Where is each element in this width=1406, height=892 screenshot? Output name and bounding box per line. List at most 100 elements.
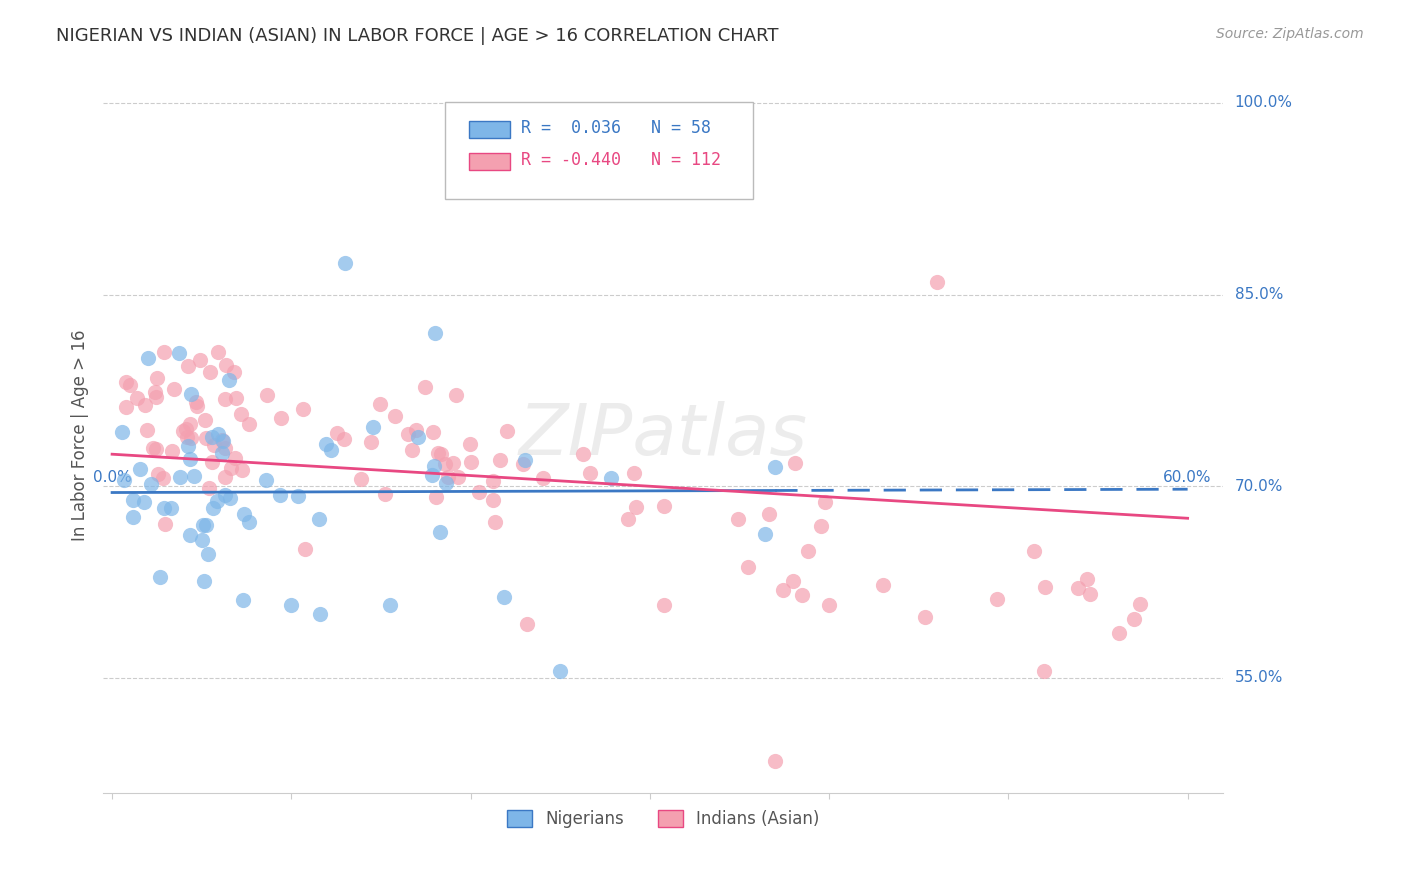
Point (232, 593, 254, 607)
Point (179, 452, 201, 467)
Point (219, 461, 242, 475)
Point (176, 430, 198, 444)
Point (872, 577, 894, 591)
Point (1033, 665, 1056, 679)
Point (180, 387, 202, 401)
Point (513, 452, 536, 467)
Point (986, 592, 1008, 607)
Point (512, 457, 534, 471)
Point (254, 474, 277, 488)
Point (211, 446, 233, 460)
Point (516, 616, 538, 631)
Point (163, 382, 186, 396)
Point (115, 376, 138, 390)
Point (616, 512, 638, 526)
Point (218, 373, 240, 387)
Point (179, 528, 201, 542)
Point (195, 518, 218, 533)
Point (214, 442, 236, 456)
Point (434, 476, 457, 491)
Point (437, 470, 460, 484)
Point (494, 590, 516, 604)
Point (201, 430, 224, 444)
Point (207, 426, 229, 441)
Point (198, 365, 221, 379)
Point (384, 409, 406, 423)
Point (481, 493, 503, 508)
Point (201, 455, 224, 469)
Point (481, 474, 503, 488)
Point (142, 441, 165, 455)
Point (160, 444, 183, 458)
Point (489, 452, 512, 467)
Point (1078, 587, 1101, 601)
Point (202, 500, 225, 515)
Point (315, 437, 337, 451)
Point (177, 359, 200, 374)
Point (194, 412, 217, 426)
Point (1108, 626, 1130, 640)
Point (360, 434, 382, 449)
Point (197, 547, 219, 561)
Point (233, 508, 256, 522)
Point (280, 598, 302, 612)
Point (112, 473, 135, 487)
Point (184, 395, 207, 409)
Point (737, 560, 759, 574)
Point (287, 489, 309, 503)
Point (308, 512, 330, 526)
Point (155, 517, 177, 532)
Point (143, 384, 166, 399)
Point (422, 459, 444, 474)
Point (202, 438, 225, 452)
Point (484, 515, 506, 529)
Point (238, 515, 260, 529)
Point (125, 391, 148, 405)
Bar (470, 121, 510, 138)
Point (193, 574, 215, 588)
Point (194, 431, 217, 445)
Point (925, 275, 948, 289)
Point (188, 353, 211, 368)
Point (810, 519, 832, 533)
Point (214, 488, 236, 502)
Point (496, 425, 519, 439)
Point (191, 533, 214, 548)
Point (146, 371, 169, 385)
Point (333, 433, 356, 447)
Point (1123, 612, 1146, 626)
Point (914, 609, 936, 624)
Point (186, 399, 208, 413)
Point (152, 471, 174, 485)
Point (380, 598, 402, 612)
Point (207, 345, 229, 359)
Point (817, 598, 839, 612)
Point (468, 485, 491, 500)
Point (814, 495, 837, 509)
Point (446, 387, 468, 401)
Point (172, 424, 194, 438)
Point (120, 377, 142, 392)
Point (222, 365, 245, 379)
Point (447, 470, 470, 484)
Point (115, 400, 138, 414)
Point (160, 500, 183, 515)
Bar (470, 153, 510, 170)
Point (652, 598, 675, 612)
Point (426, 446, 449, 460)
Point (425, 490, 447, 504)
Point (429, 447, 451, 461)
Point (238, 417, 260, 431)
Point (460, 455, 482, 469)
Text: R = -0.440   N = 112: R = -0.440 N = 112 (522, 152, 721, 169)
Point (1035, 580, 1057, 594)
Point (405, 423, 427, 437)
Text: Source: ZipAtlas.com: Source: ZipAtlas.com (1216, 27, 1364, 41)
Text: 100.0%: 100.0% (1234, 95, 1292, 111)
Point (368, 397, 391, 411)
Text: 60.0%: 60.0% (1163, 470, 1212, 484)
Point (623, 466, 645, 480)
Point (136, 423, 159, 437)
Point (219, 491, 242, 506)
Point (413, 380, 436, 394)
